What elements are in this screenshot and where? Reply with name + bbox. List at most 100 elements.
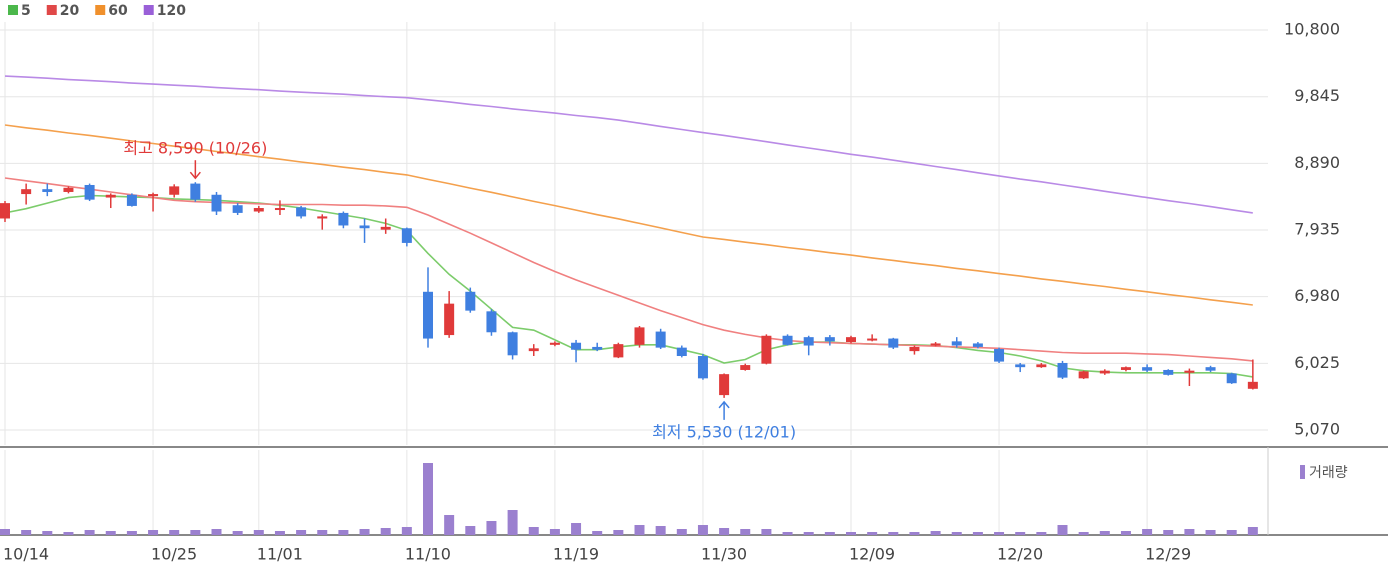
volume-bar xyxy=(444,515,455,535)
x-tick-label: 12/29 xyxy=(1145,545,1191,564)
x-tick-label: 11/30 xyxy=(701,545,747,564)
candle-body xyxy=(824,337,835,342)
volume-bar xyxy=(211,529,222,535)
volume-bar xyxy=(1142,529,1153,535)
candle-body xyxy=(909,346,920,352)
candle-body xyxy=(190,183,201,200)
volume-bar xyxy=(105,531,116,535)
volume-bar xyxy=(1226,530,1237,535)
candle-body xyxy=(1205,367,1216,371)
y-tick-label: 8,890 xyxy=(1294,153,1340,172)
volume-bar xyxy=(126,531,137,535)
volume-bar xyxy=(782,532,793,535)
legend-label: 20 xyxy=(60,3,80,19)
volume-bar xyxy=(338,530,349,535)
volume-bar xyxy=(697,525,708,535)
candle-body xyxy=(592,346,603,350)
x-tick-label: 10/25 xyxy=(151,545,197,564)
volume-bar xyxy=(1247,527,1258,535)
candle-body xyxy=(1120,367,1131,370)
volume-bar xyxy=(761,529,772,535)
x-tick-label: 11/10 xyxy=(405,545,451,564)
candle-body xyxy=(930,343,941,346)
candle-body xyxy=(867,338,878,341)
candle-body xyxy=(972,343,983,347)
candle-body xyxy=(317,216,328,219)
volume-bar xyxy=(676,529,687,535)
annotation-arrowhead xyxy=(718,400,730,409)
candle-body xyxy=(1078,371,1089,379)
candle-body xyxy=(676,347,687,357)
volume-bar xyxy=(888,532,899,535)
volume-bar xyxy=(1163,530,1174,535)
candle-body xyxy=(253,208,264,212)
volume-bar xyxy=(148,530,159,535)
volume-bar xyxy=(571,523,582,535)
candle-body xyxy=(1057,362,1068,378)
volume-bar xyxy=(803,532,814,535)
candle-body xyxy=(782,335,793,345)
ma-line xyxy=(4,75,1253,214)
ma-line xyxy=(4,177,1253,362)
candle-body xyxy=(740,365,751,370)
y-tick-label: 9,845 xyxy=(1294,86,1340,105)
candle-body xyxy=(274,208,285,211)
x-tick-label: 10/14 xyxy=(3,545,49,564)
volume-bar xyxy=(909,532,920,535)
volume-bar xyxy=(634,525,645,535)
candle-body xyxy=(1226,373,1237,384)
volume-bar xyxy=(655,526,666,535)
volume-bar xyxy=(1099,531,1110,535)
volume-bar xyxy=(0,529,10,535)
candle-body xyxy=(549,342,560,345)
x-tick-label: 12/20 xyxy=(997,545,1043,564)
candle-body xyxy=(401,228,412,243)
volume-bar xyxy=(846,532,856,535)
candle-body xyxy=(296,207,307,217)
candle-body xyxy=(105,194,116,198)
y-tick-label: 5,070 xyxy=(1294,419,1340,438)
candle-body xyxy=(1247,381,1258,389)
volume-bar xyxy=(1057,525,1068,535)
legend-swatch xyxy=(95,5,106,15)
candle-body xyxy=(465,291,476,311)
candle-body xyxy=(655,331,666,348)
legend-label: 120 xyxy=(157,3,186,19)
volume-bar xyxy=(274,531,285,535)
candle-body xyxy=(63,187,74,192)
volume-bar xyxy=(549,529,560,535)
volume-bar xyxy=(867,532,878,535)
legend-label: 거래량 xyxy=(1309,465,1348,481)
candle-body xyxy=(1142,367,1153,371)
volume-bar xyxy=(1015,532,1026,535)
candle-body xyxy=(528,348,539,352)
ma-line xyxy=(4,194,1253,378)
volume-bar xyxy=(486,521,497,535)
volume-bar xyxy=(740,529,751,535)
candle-body xyxy=(846,337,856,343)
volume-bar xyxy=(1036,532,1047,535)
x-tick-label: 11/01 xyxy=(257,545,303,564)
volume-bar xyxy=(613,530,624,535)
volume-bar xyxy=(63,532,74,535)
candle-body xyxy=(486,311,497,333)
candle-body xyxy=(126,194,137,206)
annotation-arrowhead xyxy=(189,171,201,180)
candle-body xyxy=(994,349,1005,362)
volume-bar xyxy=(824,532,835,535)
candle-body xyxy=(21,189,32,195)
legend-swatch xyxy=(1300,465,1305,479)
candle-body xyxy=(359,225,370,229)
volume-bar xyxy=(232,531,243,535)
legend-swatch xyxy=(46,5,57,15)
candle-body xyxy=(232,205,243,213)
volume-bar xyxy=(951,532,962,535)
y-tick-label: 6,980 xyxy=(1294,286,1340,305)
x-tick-label: 12/09 xyxy=(849,545,895,564)
candle-body xyxy=(507,332,518,356)
candle-body xyxy=(211,194,222,212)
volume-bar xyxy=(1184,529,1195,535)
candle-body xyxy=(1163,369,1174,375)
annotation: 최저 5,530 (12/01) xyxy=(652,422,796,441)
